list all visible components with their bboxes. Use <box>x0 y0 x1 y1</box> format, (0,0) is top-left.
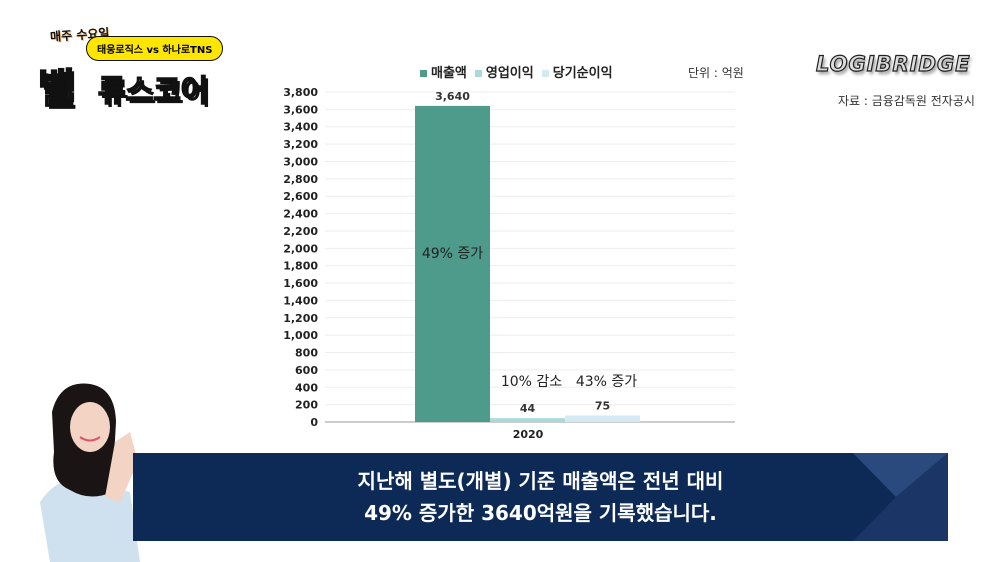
y-tick-label: 2,800 <box>283 173 318 186</box>
bar-0 <box>415 105 490 422</box>
chart-legend: 매출액 영업이익 당기순이익 <box>420 62 613 81</box>
y-tick-label: 2,600 <box>283 190 318 203</box>
y-tick-label: 2,000 <box>283 242 318 255</box>
y-tick-label: 3,200 <box>283 138 318 151</box>
bar-1 <box>490 418 565 422</box>
source-note: 자료 : 금융감독원 전자공시 <box>838 94 975 108</box>
y-tick-label: 1,800 <box>283 260 318 273</box>
legend-swatch <box>541 70 549 77</box>
caption-banner: 지난해 별도(개별) 기준 매출액은 전년 대비 49% 증가한 3640억원을… <box>133 453 948 541</box>
bar-2 <box>565 415 640 422</box>
y-tick-label: 3,000 <box>283 155 318 168</box>
y-tick-label: 1,400 <box>283 294 318 307</box>
caption-line-1: 지난해 별도(개별) 기준 매출액은 전년 대비 <box>357 469 724 493</box>
legend-item-operating-profit: 영업이익 <box>474 62 534 81</box>
bar-annotation: 10% 감소 <box>501 374 562 390</box>
y-tick-label: 800 <box>295 347 318 360</box>
legend-item-revenue: 매출액 <box>420 62 467 81</box>
y-tick-label: 1,600 <box>283 277 318 290</box>
legend-item-net-income: 당기순이익 <box>541 62 613 81</box>
y-tick-label: 0 <box>310 416 318 429</box>
y-tick-label: 2,200 <box>283 225 318 238</box>
presenter-image <box>40 383 140 562</box>
caption-line-2: 49% 증가한 3640억원을 기록했습니다. <box>364 501 717 525</box>
data-label: 44 <box>520 402 536 415</box>
y-tick-label: 3,800 <box>283 86 318 99</box>
y-tick-label: 3,600 <box>283 103 318 116</box>
logo-title-a: 밸 <box>37 65 76 113</box>
brand-logo: LOGIBRIDGE <box>815 51 971 76</box>
logo-title-b: 류스코어 <box>97 73 209 110</box>
bar-chart: 0 200 400 600 800 1,000 1,200 1,400 1,600 1,800 2,… <box>283 86 735 441</box>
data-label: 75 <box>595 399 610 412</box>
y-tick-label: 1,000 <box>283 329 318 342</box>
legend-swatch <box>474 70 482 77</box>
logo-matchup: 태웅로직스 vs 하나로TNS <box>86 36 224 61</box>
y-tick-label: 2,400 <box>283 208 318 221</box>
y-tick-label: 3,400 <box>283 121 318 134</box>
unit-label: 단위 : 억원 <box>688 66 744 80</box>
banner-decoration <box>853 453 948 541</box>
y-tick-label: 1,200 <box>283 312 318 325</box>
y-tick-label: 200 <box>295 399 318 412</box>
data-label: 3,640 <box>435 90 470 103</box>
y-tick-label: 600 <box>295 364 318 377</box>
bar-annotation: 49% 증가 <box>422 246 483 262</box>
legend-swatch <box>420 70 427 77</box>
bar-annotation: 43% 증가 <box>576 374 637 390</box>
y-tick-label: 400 <box>295 381 318 394</box>
x-tick-label: 2020 <box>513 428 544 441</box>
